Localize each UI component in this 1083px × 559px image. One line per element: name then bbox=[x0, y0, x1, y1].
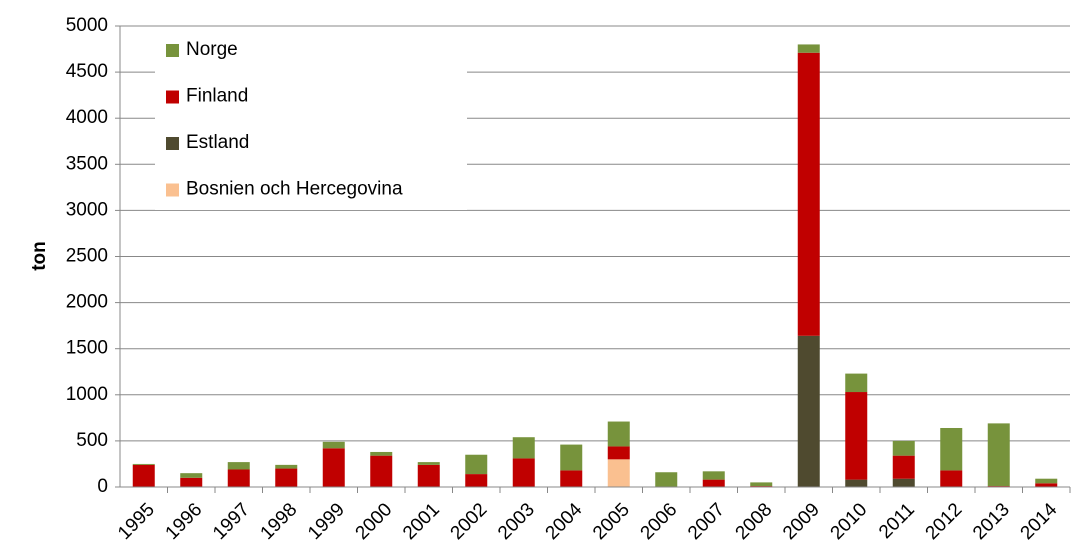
legend-label: Estland bbox=[186, 132, 249, 153]
bar-segment bbox=[180, 477, 203, 487]
legend-swatch bbox=[166, 90, 179, 104]
bar-segment bbox=[1035, 483, 1058, 487]
x-tick-label: 2014 bbox=[1017, 499, 1062, 544]
bar-segment bbox=[607, 421, 630, 447]
x-tick-label: 2004 bbox=[542, 499, 587, 544]
bar-segment bbox=[655, 472, 678, 487]
x-tick-label: 1998 bbox=[257, 499, 302, 544]
legend-swatch bbox=[166, 137, 179, 150]
bar-segment bbox=[417, 464, 440, 487]
bar-segment bbox=[275, 464, 298, 469]
y-tick-label: 4500 bbox=[66, 61, 108, 82]
bar-segment bbox=[845, 373, 868, 393]
x-tick-label: 2001 bbox=[399, 499, 444, 544]
bar-segment bbox=[417, 462, 440, 465]
x-tick-label: 2006 bbox=[637, 499, 682, 544]
legend-swatch bbox=[166, 44, 179, 57]
bar-segment bbox=[512, 437, 535, 459]
bar-segment bbox=[797, 44, 820, 53]
bar-segment bbox=[940, 427, 963, 471]
bar-segment bbox=[132, 463, 155, 465]
y-tick-label: 2500 bbox=[66, 246, 108, 267]
y-tick-label: 5000 bbox=[66, 15, 108, 36]
legend-box bbox=[155, 30, 467, 210]
x-tick-label: 1999 bbox=[304, 499, 349, 544]
bar-segment bbox=[132, 464, 155, 487]
bar-segment bbox=[702, 479, 725, 487]
y-tick-label: 1500 bbox=[66, 338, 108, 359]
y-tick-label: 1000 bbox=[66, 384, 108, 405]
legend-swatch bbox=[166, 183, 179, 197]
y-tick-label: 3000 bbox=[66, 199, 108, 220]
x-tick-label: 1997 bbox=[209, 499, 254, 544]
x-tick-label: 2012 bbox=[922, 499, 967, 544]
y-tick-label: 500 bbox=[76, 430, 108, 451]
bar-segment bbox=[227, 469, 250, 487]
bar-segment bbox=[322, 441, 345, 449]
y-tick-label: 4000 bbox=[66, 107, 108, 128]
bar-segment bbox=[465, 454, 488, 475]
legend-label: Finland bbox=[186, 86, 248, 107]
legend-label: Norge bbox=[186, 39, 238, 60]
bar-segment bbox=[512, 458, 535, 487]
bar-segment bbox=[845, 392, 868, 480]
x-tick-label: 2007 bbox=[684, 499, 729, 544]
bar-segment bbox=[560, 444, 583, 471]
bar-segment bbox=[940, 470, 963, 487]
x-tick-label: 2005 bbox=[589, 499, 634, 544]
x-tick-label: 2009 bbox=[779, 499, 824, 544]
bar-segment bbox=[227, 462, 250, 470]
bar-segment bbox=[892, 455, 915, 479]
x-tick-label: 1996 bbox=[162, 499, 207, 544]
bar-segment bbox=[322, 448, 345, 487]
y-axis-label: ton bbox=[29, 241, 50, 271]
bar-segment bbox=[607, 459, 630, 487]
x-tick-label: 2003 bbox=[494, 499, 539, 544]
x-tick-label: 1995 bbox=[114, 499, 159, 544]
bar-segment bbox=[465, 474, 488, 487]
y-tick-label: 2000 bbox=[66, 292, 108, 313]
x-tick-label: 2000 bbox=[352, 499, 397, 544]
bar-segment bbox=[1035, 478, 1058, 484]
bar-segment bbox=[560, 470, 583, 487]
bar-segment bbox=[702, 471, 725, 480]
y-tick-label: 3500 bbox=[66, 153, 108, 174]
bar-segment bbox=[845, 479, 868, 487]
bar-segment bbox=[892, 478, 915, 487]
bar-segment bbox=[180, 473, 203, 478]
bar-segment bbox=[275, 468, 298, 487]
bar-segment bbox=[750, 482, 773, 487]
x-tick-label: 2010 bbox=[827, 499, 872, 544]
x-tick-label: 2008 bbox=[732, 499, 777, 544]
bar-segment bbox=[892, 440, 915, 456]
x-tick-label: 2002 bbox=[447, 499, 492, 544]
x-tick-label: 2013 bbox=[969, 499, 1014, 544]
bar-segment bbox=[797, 52, 820, 336]
bar-segment bbox=[370, 451, 393, 456]
x-tick-label: 2011 bbox=[875, 499, 919, 543]
bar-segment bbox=[370, 455, 393, 487]
y-tick-label: 0 bbox=[97, 476, 108, 497]
bar-segment bbox=[607, 446, 630, 460]
bar-segment bbox=[797, 335, 820, 487]
bar-segment bbox=[987, 423, 1010, 487]
legend-label: Bosnien och Hercegovina bbox=[186, 179, 403, 200]
